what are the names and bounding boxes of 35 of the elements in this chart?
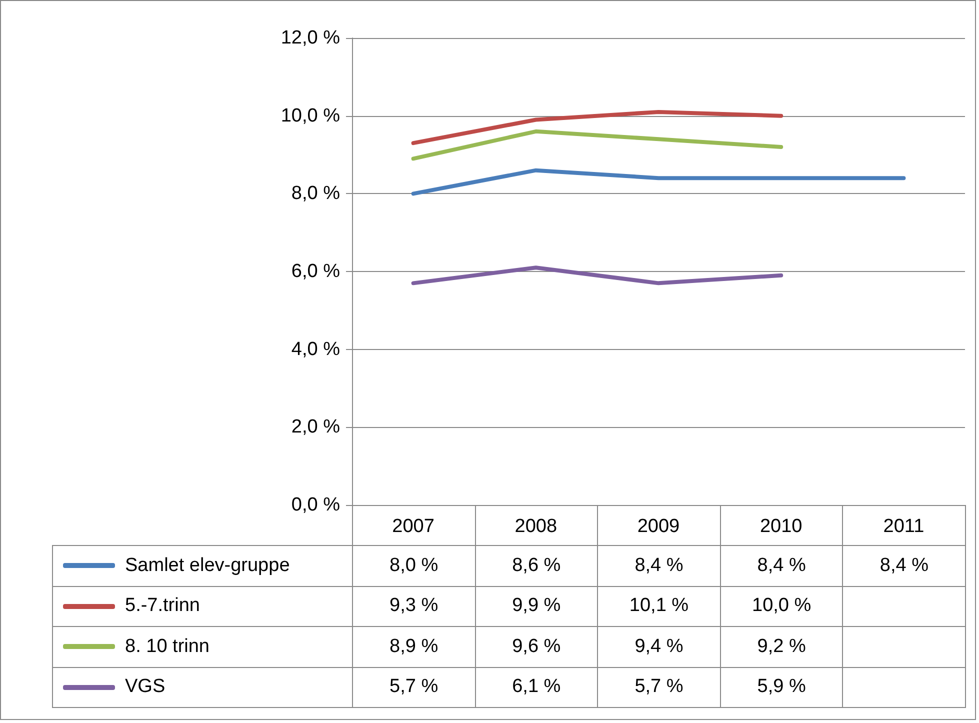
data-label: 9,6 % bbox=[474, 626, 598, 668]
data-label: 8,9 % bbox=[352, 626, 476, 668]
x-tick-label: 2010 bbox=[760, 516, 802, 537]
legend-label: Samlet elev-gruppe bbox=[52, 545, 353, 586]
legend-label: 5.-7.trinn bbox=[52, 586, 353, 627]
data-label: 10,1 % bbox=[597, 586, 721, 627]
data-label: 9,2 % bbox=[720, 626, 844, 668]
data-label: 5,9 % bbox=[720, 666, 844, 708]
line-series bbox=[411, 129, 784, 161]
y-tick-label: 4,0 % bbox=[291, 338, 340, 360]
legend-label: 8. 10 trinn bbox=[52, 626, 353, 668]
y-tick-label: 10,0 % bbox=[280, 105, 340, 126]
data-label: 10,0 % bbox=[720, 586, 844, 627]
data-label: 6,1 % bbox=[474, 666, 598, 708]
data-label: 8,6 % bbox=[474, 545, 598, 586]
data-label: 9,3 % bbox=[352, 586, 476, 627]
data-label: 8,0 % bbox=[352, 545, 476, 586]
data-label: 8,4 % bbox=[720, 545, 844, 586]
line-series bbox=[411, 110, 784, 146]
y-tick-label: 2,0 % bbox=[291, 416, 340, 438]
x-tick-label: 2011 bbox=[883, 516, 924, 537]
y-tick-label: 8,0 % bbox=[291, 183, 340, 204]
data-label: 8,4 % bbox=[842, 545, 966, 586]
data-label: 8,4 % bbox=[597, 545, 721, 586]
legend-label: VGS bbox=[52, 666, 353, 708]
x-tick-label: 2008 bbox=[514, 516, 558, 537]
y-tick-label: 12,0 % bbox=[280, 28, 340, 48]
data-label: 5,7 % bbox=[597, 666, 721, 708]
x-tick-label: 2009 bbox=[637, 516, 680, 537]
data-label: 5,7 % bbox=[352, 666, 476, 708]
y-tick-label: 0,0 % bbox=[291, 494, 340, 516]
x-tick-label: 2007 bbox=[392, 516, 434, 537]
data-label: 9,4 % bbox=[597, 626, 721, 668]
y-tick-label: 6,0 % bbox=[291, 261, 340, 282]
data-label: 9,9 % bbox=[474, 586, 598, 627]
